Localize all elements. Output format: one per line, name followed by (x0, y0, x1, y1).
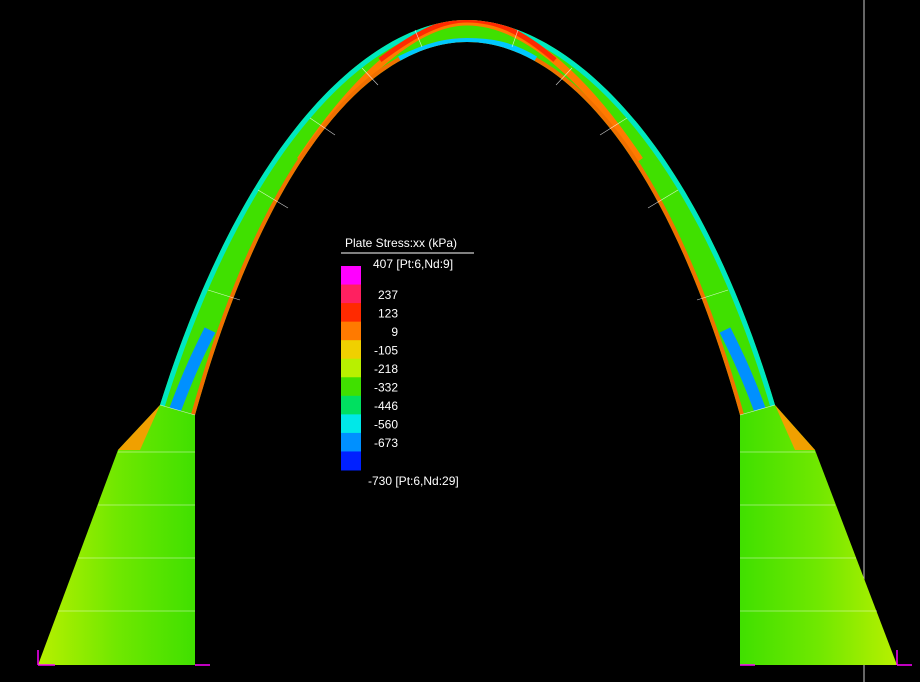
legend-title: Plate Stress:xx (kPa) (345, 236, 457, 250)
legend-swatch (341, 377, 361, 397)
legend-label: -332 (374, 381, 398, 395)
left-leg (38, 405, 195, 665)
legend-label: -560 (374, 418, 398, 432)
legend-swatch (341, 321, 361, 341)
apex-band (378, 20, 557, 63)
legend: Plate Stress:xx (kPa) 407 [Pt:6,Nd:9] -7… (341, 236, 474, 488)
mesh (58, 29, 877, 612)
legend-swatch (341, 303, 361, 323)
legend-swatch (341, 340, 361, 360)
legend-label: -105 (374, 343, 398, 357)
left-knee-band (169, 327, 216, 413)
arch (160, 20, 775, 415)
legend-swatch (341, 266, 361, 286)
legend-swatch (341, 414, 361, 434)
legend-swatch (341, 451, 361, 471)
right-leg (740, 405, 897, 665)
right-leg-hot (775, 405, 815, 450)
legend-min-label: -730 [Pt:6,Nd:29] (368, 474, 459, 488)
legend-max-label: 407 [Pt:6,Nd:9] (373, 257, 453, 271)
legend-swatch (341, 284, 361, 304)
legend-label: 237 (378, 288, 398, 302)
inner-cool-band (398, 37, 538, 64)
outer-band (160, 20, 775, 407)
legend-swatch (341, 432, 361, 452)
legend-swatch (341, 358, 361, 378)
right-knee-band (719, 327, 766, 413)
legend-label: -673 (374, 436, 398, 450)
legend-label: -446 (374, 399, 398, 413)
left-leg-hot (118, 405, 160, 450)
legend-swatch (341, 395, 361, 415)
legend-label: 9 (391, 325, 398, 339)
supports (37, 650, 912, 666)
legend-label: -218 (374, 362, 398, 376)
legend-label: 123 (378, 306, 398, 320)
